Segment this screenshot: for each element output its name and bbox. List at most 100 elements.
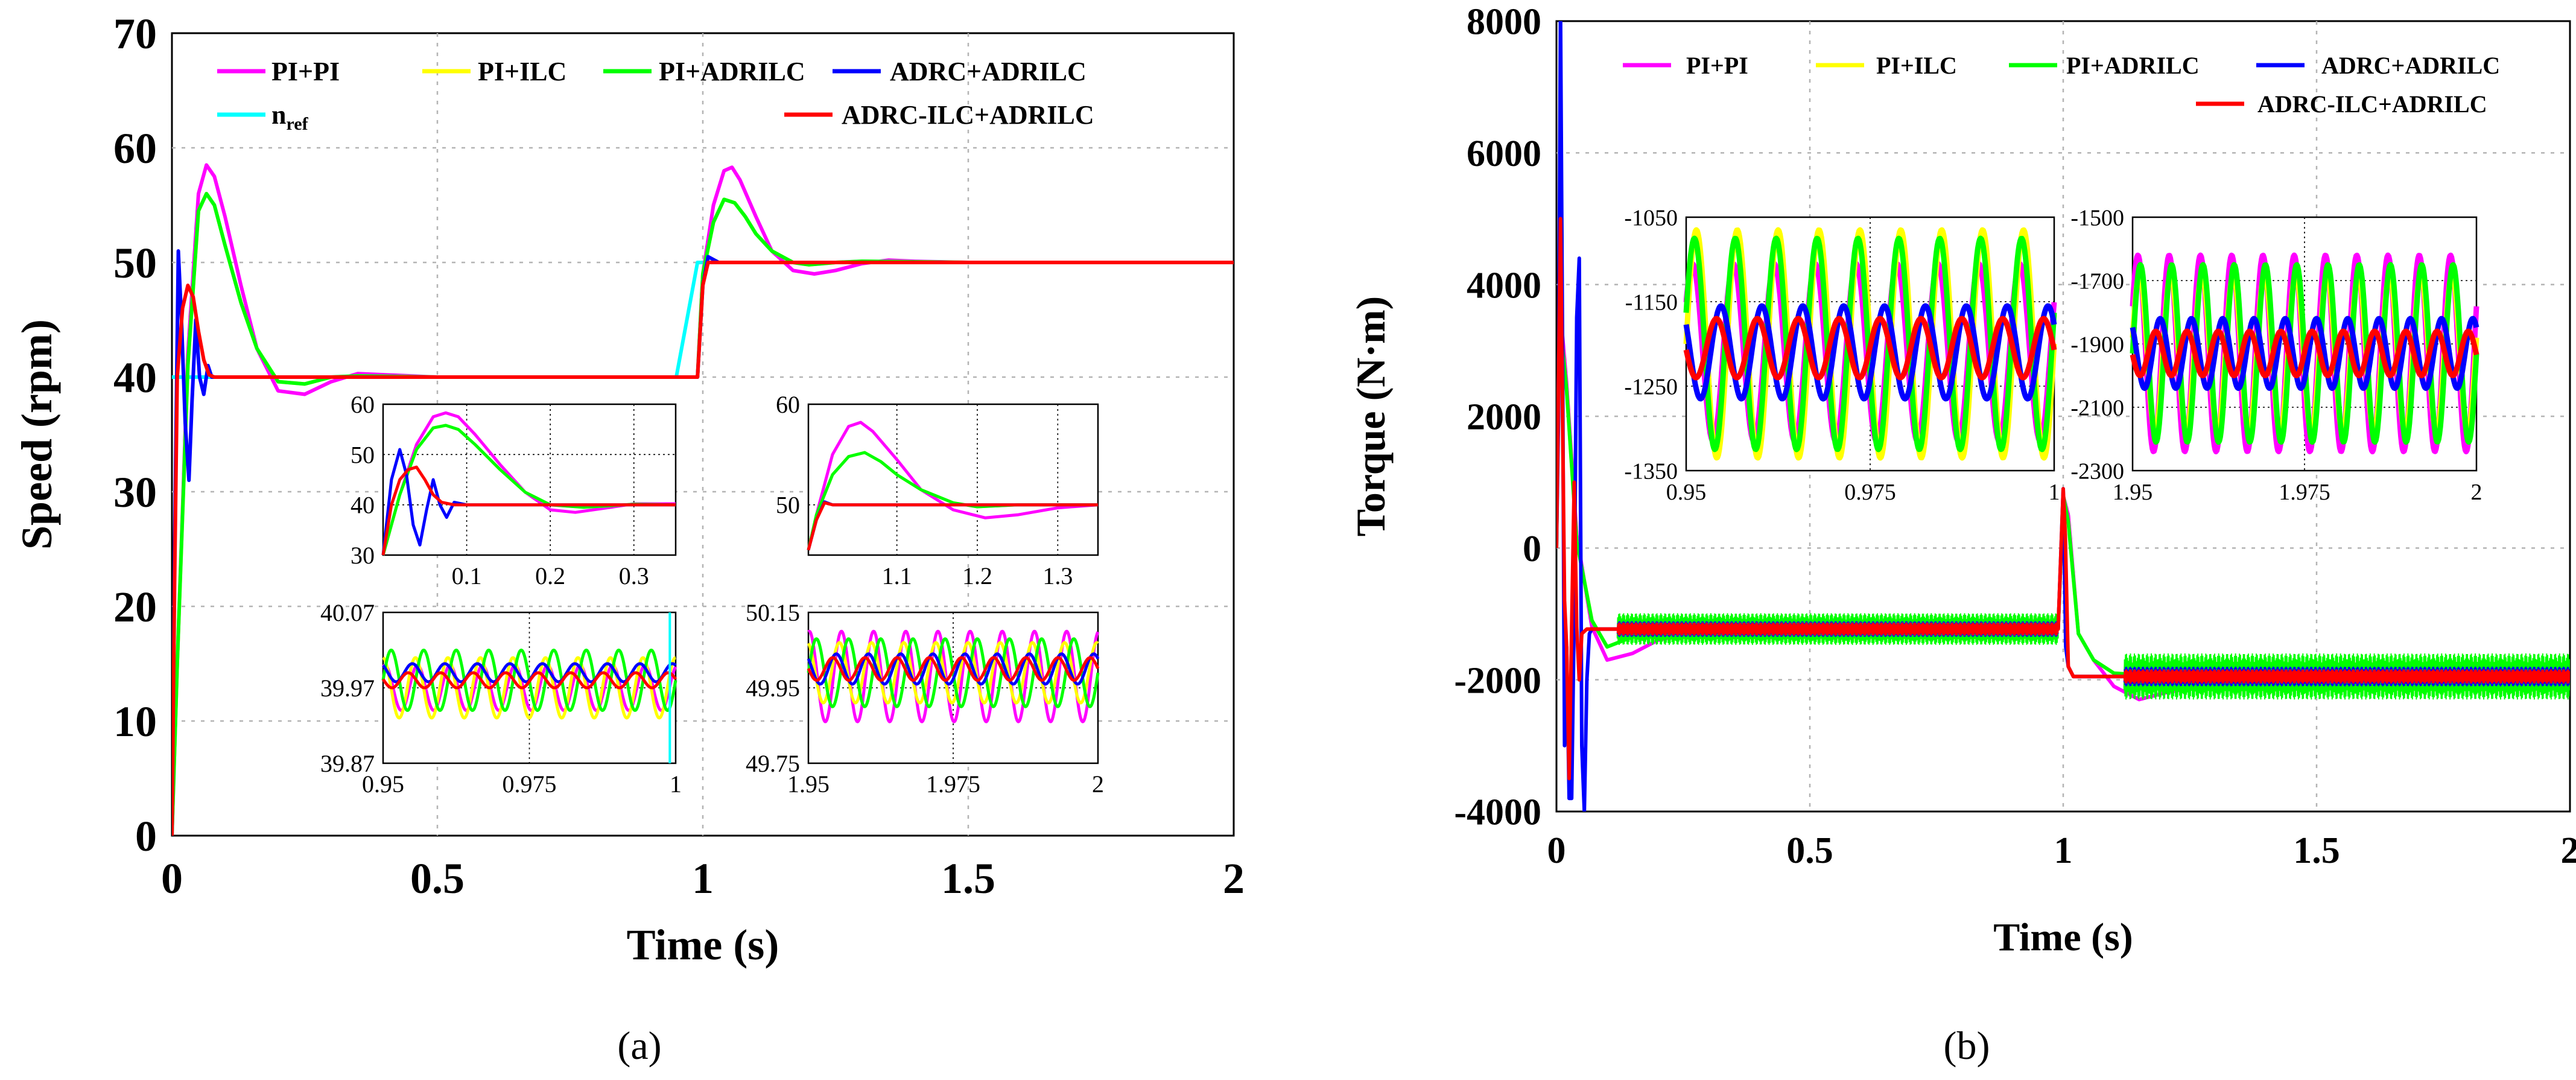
- panel-b: 0 0.5 1 1.5 2 -4000 -2000 0 2000 4000 6000 8000 PI+…: [1348, 2, 2576, 1068]
- plot-b-series-adrc-ilc-adrilc: [1556, 217, 2570, 781]
- inset-speed_inset_step-xtick-label: 1.1: [882, 562, 912, 589]
- inset-speed_inset_start-series-adrc-ilc-adrilc: [381, 465, 676, 556]
- plot-b-xtick-label: 1: [2054, 830, 2073, 871]
- plot-a-series: [172, 163, 1234, 836]
- inset-speed_inset_ss2-xtick-label: 1.975: [926, 770, 980, 798]
- legend-b-label-adrc-ilc-adrilc: ADRC-ILC+ADRILC: [2257, 91, 2487, 118]
- plot-b-ripple-adrc-adrilc: [1616, 621, 2059, 637]
- inset-speed_inset_step-ytick-label: 50: [776, 492, 800, 519]
- plot-a-ytick-label: 0: [135, 812, 157, 860]
- inset-speed_inset_start-xtick-label: 0.3: [619, 562, 649, 589]
- plot-b-ytick-label: 4000: [1467, 265, 1541, 306]
- inset-torque_inset_2-series-adrc-ilc-adrilc: [2130, 328, 2479, 378]
- plot-b-ripple-adrc-ilc-adrilc: [1616, 622, 2059, 636]
- plot-b-ylabel: Torque (N·m): [1348, 296, 1394, 537]
- plot-b-ripple-adrc-adrilc: [2123, 666, 2570, 687]
- plot-b-ripple-adrc-ilc-adrilc: [2123, 669, 2570, 684]
- inset-torque_inset_1-xtick-label: 0.95: [1666, 480, 1707, 505]
- plot-b-xtick-label: 0.5: [1786, 830, 1833, 871]
- inset-speed_inset_ss1-ticks: 0.95 0.975 1 39.87 39.97 40.07: [320, 599, 682, 798]
- inset-torque_inset_2-xtick-label: 1.95: [2113, 480, 2153, 505]
- plot-a-xtick-label: 0.5: [410, 854, 465, 903]
- plot-a-xlabel: Time (s): [627, 921, 779, 969]
- plot-b-ytick-label: -2000: [1454, 660, 1541, 701]
- inset-speed_inset_ss1-series-adrc-ilc-adrilc: [381, 671, 677, 690]
- inset-speed_inset_start-xtick-label: 0.2: [535, 562, 565, 589]
- inset-speed_inset_ss2-ytick-label: 50.15: [746, 599, 800, 626]
- plot-b-ytick-label: -4000: [1454, 792, 1541, 833]
- inset-speed_inset_ss1-ytick-label: 39.97: [320, 675, 375, 702]
- inset-speed_inset_step-ytick-label: 60: [776, 391, 800, 418]
- plot-a-ytick-label: 10: [113, 697, 157, 746]
- plot-a-ytick-label: 30: [113, 468, 157, 516]
- legend-a-label-pi-ilc: PI+ILC: [478, 57, 566, 86]
- plot-b-ytick-label: 6000: [1467, 133, 1541, 174]
- inset-speed_inset_ss1-series: [381, 612, 677, 763]
- legend-a-label-adrc-ilc-adrilc: ADRC-ILC+ADRILC: [842, 100, 1094, 130]
- inset-speed_inset_ss1-xtick-label: 0.975: [503, 770, 557, 798]
- inset-speed_inset_ss2-series-pi-ilc: [807, 641, 1099, 705]
- plot-b-ytick-label: 2000: [1467, 397, 1541, 438]
- inset-speed_inset_ss2-series: [807, 629, 1100, 723]
- inset-torque_inset_2-ytick-label: -1900: [2070, 332, 2124, 357]
- inset-torque_inset_1-series-adrc-ilc-adrilc: [1683, 316, 2057, 381]
- inset-speed_inset_ss2-grid: [808, 612, 1098, 763]
- inset-torque_inset_1-series: [1683, 227, 2057, 461]
- inset-speed_inset_ss2-xtick-label: 1.95: [787, 770, 830, 798]
- inset-a-steady-2: 1.95 1.975 2 49.75 49.95 50.15: [746, 599, 1104, 798]
- inset-speed_inset_step-series: [807, 421, 1099, 551]
- inset-torque_inset_2-series: [2130, 252, 2479, 454]
- inset-speed_inset_ss1-ytick-label: 39.87: [320, 750, 375, 777]
- plot-a-ylabel: Speed (rpm): [13, 319, 61, 550]
- plot-b-ytick-label: 8000: [1467, 2, 1541, 43]
- inset-speed_inset_step-series-pi-adrilc: [807, 451, 1098, 551]
- plot-b-xtick-label: 2: [2561, 830, 2576, 871]
- inset-torque_inset_2-ytick-label: -2100: [2070, 395, 2124, 421]
- inset-speed_inset_step-series-pi-pi: [807, 421, 1099, 551]
- inset-speed_inset_step-series-adrc-ilc-adrilc: [807, 501, 1098, 551]
- inset-torque_inset_1-ytick-label: -1350: [1624, 459, 1678, 484]
- inset-speed_inset_start-ytick-label: 40: [351, 492, 375, 519]
- inset-speed_inset_ss1-series-pi-pi: [382, 664, 677, 712]
- inset-speed_inset_ss1-xtick-label: 0.95: [362, 770, 404, 798]
- legend-a-label-adrc-adrilc: ADRC+ADRILC: [890, 57, 1087, 86]
- legend-a: PI+PI PI+ILC PI+ADRILC ADRC+ADRILC nref …: [217, 57, 1094, 134]
- inset-torque_inset_1-ticks: 0.95 0.975 1 -1350 -1250 -1150 -1050: [1624, 205, 2060, 505]
- inset-torque_inset_2-xtick-label: 1.975: [2279, 480, 2330, 505]
- inset-speed_inset_ss2-series-adrc-adrilc: [807, 652, 1100, 686]
- inset-torque_inset_2-ytick-label: -1500: [2070, 205, 2124, 230]
- inset-b-1: 0.95 0.975 1 -1350 -1250 -1150 -1050: [1624, 205, 2060, 505]
- inset-torque_inset_1-ytick-label: -1050: [1624, 205, 1678, 230]
- plot-b-xlabel: Time (s): [1993, 915, 2133, 959]
- inset-speed_inset_ss2-ytick-label: 49.75: [746, 750, 800, 777]
- inset-torque_inset_2-xtick-label: 2: [2471, 480, 2482, 505]
- inset-speed_inset_start-ytick-label: 50: [351, 441, 375, 468]
- inset-speed_inset_start-ticks: 0.1 0.2 0.3 30 40 50 60: [351, 391, 649, 589]
- inset-speed_inset_step-ticks: 1.1 1.2 1.3 50 60: [776, 391, 1073, 589]
- legend-b-label-pi-pi: PI+PI: [1686, 52, 1748, 79]
- inset-speed_inset_start-series-pi-adrilc: [381, 424, 676, 556]
- plot-a-ytick-label: 40: [113, 354, 157, 402]
- inset-speed_inset_start-ytick-label: 30: [351, 542, 375, 569]
- plot-b-series: [1556, 21, 2570, 812]
- inset-b-2: 1.95 1.975 2 -2300 -2100 -1900 -1700 -1500: [2070, 205, 2482, 505]
- plot-a-xtick-label: 1: [692, 854, 714, 903]
- plot-b-ytick-label: 0: [1523, 529, 1541, 570]
- inset-speed_inset_ss2-ticks: 1.95 1.975 2 49.75 49.95 50.15: [746, 599, 1104, 798]
- inset-torque_inset_1-series-adrc-adrilc: [1683, 303, 2057, 402]
- legend-a-label-pi-pi: PI+PI: [271, 57, 340, 86]
- inset-torque_inset_2-ticks: 1.95 1.975 2 -2300 -2100 -1900 -1700 -1500: [2070, 205, 2482, 505]
- plot-b-ticks: 0 0.5 1 1.5 2 -4000 -2000 0 2000 4000 6000 8000: [1454, 2, 2576, 871]
- plot-a-ytick-label: 50: [113, 239, 157, 287]
- legend-b: PI+PI PI+ILC PI+ADRILC ADRC+ADRILC ADRC-…: [1623, 52, 2500, 118]
- plot-a-ytick-label: 60: [113, 124, 157, 173]
- inset-speed_inset_ss1-xtick-label: 1: [670, 770, 682, 798]
- inset-speed_inset_ss2-ytick-label: 49.95: [746, 675, 800, 702]
- plot-b-xtick-label: 0: [1547, 830, 1566, 871]
- legend-b-label-pi-adrilc: PI+ADRILC: [2066, 52, 2200, 79]
- inset-speed_inset_ss1-ytick-label: 40.07: [320, 599, 375, 626]
- legend-b-label-pi-ilc: PI+ILC: [1876, 52, 1957, 79]
- legend-a-label-pi-adrilc: PI+ADRILC: [659, 57, 805, 86]
